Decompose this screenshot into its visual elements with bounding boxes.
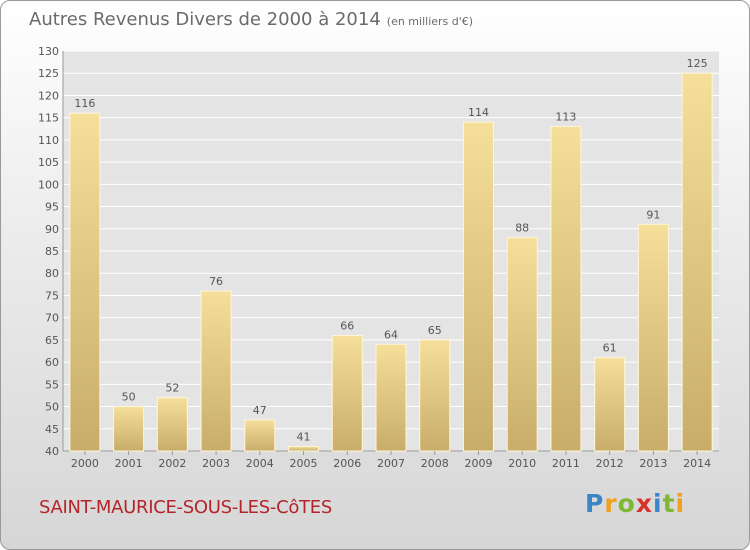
logo-letter: r	[604, 489, 618, 518]
y-tick-label: 75	[45, 289, 59, 302]
data-label-2006: 66	[340, 319, 354, 332]
y-tick-label: 55	[45, 378, 59, 391]
x-tick-label-2013: 2013	[639, 457, 667, 470]
proxiti-logo: Proxiti	[585, 489, 685, 518]
y-tick-label: 45	[45, 423, 59, 436]
y-tick-label: 95	[45, 201, 59, 214]
data-label-2000: 116	[74, 97, 95, 110]
y-tick-label: 70	[45, 312, 59, 325]
bar-2014	[681, 72, 713, 452]
logo-letter: i	[653, 489, 663, 518]
data-label-2012: 61	[603, 342, 617, 355]
y-tick-label: 110	[38, 134, 59, 147]
x-tick-label-2003: 2003	[202, 457, 230, 470]
logo-letter: P	[585, 489, 605, 518]
data-label-2001: 50	[122, 391, 136, 404]
bar-2010	[506, 237, 538, 452]
x-tick-label-2001: 2001	[115, 457, 143, 470]
y-tick-label: 100	[38, 178, 59, 191]
data-label-2003: 76	[209, 275, 223, 288]
bar-2001	[113, 406, 145, 452]
y-tick-label: 50	[45, 401, 59, 414]
bar-2007	[375, 343, 407, 452]
chart-title: Autres Revenus Divers de 2000 à 2014	[29, 9, 381, 30]
bar-2008	[419, 339, 451, 452]
data-label-2007: 64	[384, 328, 398, 341]
bar-2004	[244, 419, 276, 452]
logo-letter: i	[675, 489, 686, 518]
data-label-2005: 41	[297, 431, 311, 444]
bar-2002	[156, 397, 188, 452]
data-label-2008: 65	[428, 324, 442, 337]
x-tick-label-2014: 2014	[683, 457, 711, 470]
x-tick-label-2008: 2008	[421, 457, 449, 470]
y-tick-label: 130	[38, 45, 59, 58]
data-label-2011: 113	[555, 111, 576, 124]
y-tick-label: 90	[45, 223, 59, 236]
x-tick-label-2005: 2005	[290, 457, 318, 470]
bar-2005	[288, 446, 320, 452]
data-label-2014: 125	[687, 57, 708, 70]
x-tick-label-2000: 2000	[71, 457, 99, 470]
x-tick-label-2010: 2010	[508, 457, 536, 470]
data-label-2009: 114	[468, 106, 489, 119]
bar-2003	[200, 290, 232, 452]
data-label-2002: 52	[165, 382, 179, 395]
x-tick-label-2011: 2011	[552, 457, 580, 470]
x-tick-label-2012: 2012	[596, 457, 624, 470]
x-tick-label-2004: 2004	[246, 457, 274, 470]
y-tick-label: 60	[45, 356, 59, 369]
bar-2012	[594, 357, 626, 452]
y-tick-label: 105	[38, 156, 59, 169]
chart-subtitle: (en milliers d'€)	[386, 15, 474, 28]
y-tick-label: 115	[38, 112, 59, 125]
data-label-2004: 47	[253, 404, 267, 417]
x-tick-label-2007: 2007	[377, 457, 405, 470]
bar-2013	[637, 223, 669, 452]
commune-name: SAINT-MAURICE-SOUS-LES-CôTES	[39, 497, 332, 518]
logo-letter: t	[662, 489, 676, 518]
bar-2009	[462, 121, 494, 452]
y-tick-label: 120	[38, 89, 59, 102]
data-label-2013: 91	[646, 208, 660, 221]
y-tick-label: 125	[38, 67, 59, 80]
data-label-2010: 88	[515, 222, 529, 235]
chart-title-block: Autres Revenus Divers de 2000 à 2014 (en …	[29, 9, 473, 30]
x-tick-label-2009: 2009	[464, 457, 492, 470]
y-tick-label: 40	[45, 445, 59, 458]
y-tick-label: 80	[45, 267, 59, 280]
x-tick-label-2006: 2006	[333, 457, 361, 470]
logo-letter: o	[617, 489, 636, 518]
y-tick-label: 65	[45, 334, 59, 347]
y-tick-label: 85	[45, 245, 59, 258]
x-tick-label-2002: 2002	[158, 457, 186, 470]
bar-2006	[331, 334, 363, 452]
bar-2000	[69, 112, 101, 452]
bar-2011	[550, 126, 582, 452]
logo-letter: x	[635, 489, 653, 518]
